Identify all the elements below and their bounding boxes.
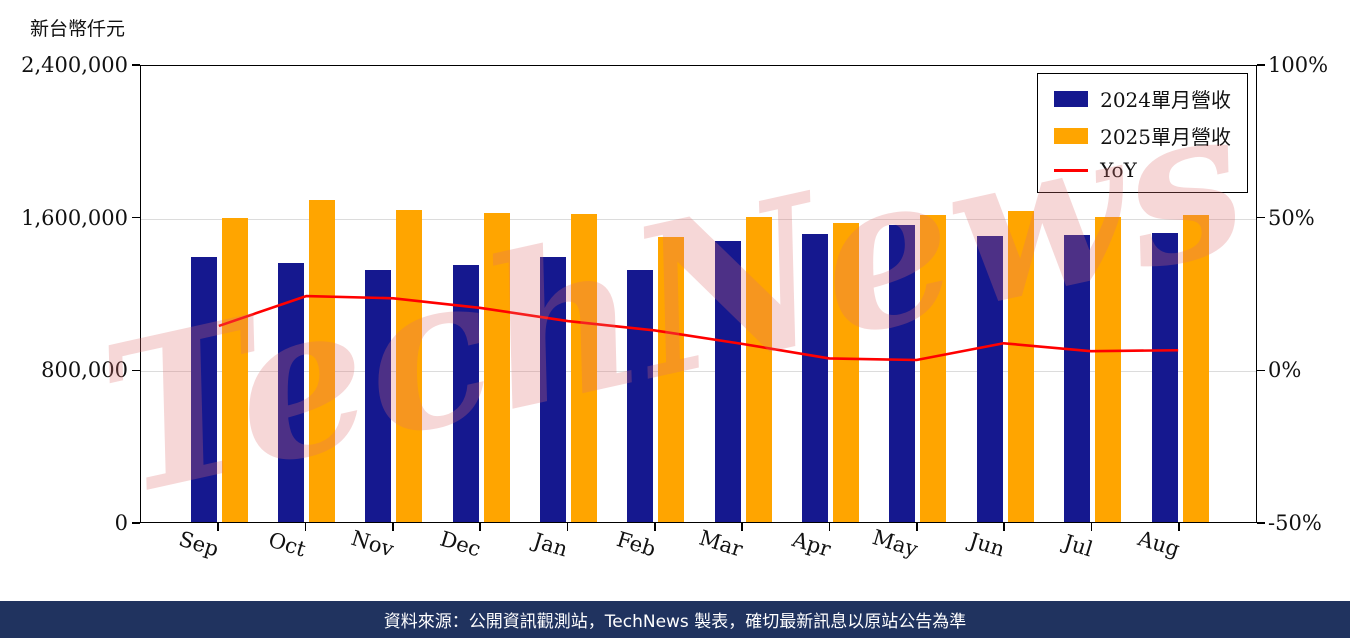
x-axis-tick-label: Jul — [1060, 530, 1096, 562]
month-bar-group — [190, 218, 248, 522]
legend-label-2025: 2025單月營收 — [1100, 125, 1231, 149]
left-axis-tick-label: 800,000 — [41, 358, 128, 383]
legend-swatch-yoy-line — [1054, 168, 1089, 172]
legend-item-yoy: YoY — [1054, 158, 1231, 182]
bar-Dec-2024 — [452, 265, 479, 522]
x-axis-tick-label: Feb — [613, 527, 659, 562]
bar-Jan-2024 — [539, 256, 566, 522]
x-axis-tick-mark — [566, 523, 569, 531]
right-axis-tick-label: -50% — [1268, 511, 1322, 535]
x-axis-tick-label: Jun — [966, 528, 1008, 562]
bar-May-2024 — [889, 225, 916, 522]
month-bar-group — [277, 200, 335, 522]
bar-Nov-2024 — [365, 269, 392, 522]
right-axis-tick-mark — [1257, 522, 1265, 524]
bar-Jan-2025 — [570, 214, 597, 522]
yoy-line — [218, 294, 1179, 362]
month-bar-group — [539, 214, 597, 522]
month-bar-group — [627, 237, 685, 522]
x-axis-tick-label: Nov — [348, 525, 397, 562]
right-axis-tick-mark — [1257, 369, 1265, 372]
left-axis-tick-label: 1,600,000 — [21, 205, 128, 230]
right-axis-tick-label: 50% — [1268, 205, 1315, 230]
gridline — [141, 218, 1256, 220]
left-axis-tick-mark — [132, 64, 140, 66]
x-axis-tick-mark — [1090, 523, 1093, 531]
x-axis-tick-label: May — [869, 525, 921, 562]
x-axis-tick-label: Oct — [266, 527, 309, 562]
legend-item-2024: 2024單月營收 — [1054, 84, 1231, 113]
bar-Jul-2025 — [1095, 217, 1122, 522]
x-axis-tick-label: Sep — [175, 526, 222, 562]
bar-Dec-2025 — [483, 212, 510, 522]
left-axis-tick-mark — [132, 522, 140, 524]
month-bar-group — [889, 215, 947, 522]
bar-May-2025 — [920, 215, 947, 522]
source-footer-text: 資料來源：公開資訊觀測站，TechNews 製表，確切最新訊息以原站公告為準 — [383, 612, 967, 632]
month-bar-group — [452, 212, 510, 522]
legend-item-2025: 2025單月營收 — [1054, 121, 1231, 150]
bar-Sep-2025 — [221, 218, 248, 522]
right-axis-tick-mark — [1257, 64, 1265, 66]
month-bar-group — [802, 223, 860, 522]
month-bar-group — [1151, 214, 1209, 522]
left-axis-tick-label: 0 — [114, 511, 128, 535]
month-bar-group — [365, 210, 423, 522]
bar-Jun-2024 — [976, 236, 1003, 522]
x-axis-tick-mark — [916, 523, 918, 531]
x-axis-tick-mark — [741, 523, 743, 531]
x-axis-tick-mark — [828, 523, 831, 531]
x-axis-tick-label: Apr — [789, 527, 834, 562]
bar-Oct-2024 — [277, 263, 304, 522]
x-axis-tick-mark — [391, 523, 394, 531]
bar-Feb-2025 — [658, 237, 685, 522]
month-bar-group — [714, 217, 772, 522]
x-axis-tick-label: Jan — [530, 528, 571, 562]
legend-swatch-2025-bar — [1054, 127, 1089, 144]
plot-area: 2024單月營收 2025單月營收 YoY — [140, 65, 1257, 523]
bar-Mar-2024 — [714, 241, 741, 522]
left-axis-tick-label: 2,400,000 — [21, 53, 128, 77]
source-footer: 資料來源：公開資訊觀測站，TechNews 製表，確切最新訊息以原站公告為準 — [0, 601, 1350, 638]
legend-label-2024: 2024單月營收 — [1100, 88, 1231, 112]
x-axis-tick-mark — [217, 523, 219, 531]
bar-Jun-2025 — [1007, 211, 1034, 522]
bar-Mar-2025 — [745, 217, 772, 522]
legend-swatch-2024-bar — [1054, 90, 1089, 107]
left-axis-tick-mark — [132, 369, 140, 372]
bar-Oct-2025 — [308, 200, 335, 522]
bar-Sep-2024 — [190, 256, 217, 522]
left-axis-unit-label: 新台幣仟元 — [30, 18, 126, 40]
bar-Nov-2025 — [396, 210, 423, 522]
bar-Apr-2024 — [802, 234, 829, 522]
x-axis-tick-mark — [304, 523, 307, 531]
bar-Jul-2024 — [1064, 235, 1091, 522]
x-axis-tick-mark — [654, 523, 656, 531]
bar-Aug-2024 — [1151, 233, 1178, 522]
x-axis-tick-label: Aug — [1135, 526, 1183, 562]
legend-label-yoy: YoY — [1100, 158, 1137, 182]
x-axis-tick-mark — [1003, 523, 1006, 531]
x-axis-tick-mark — [1178, 523, 1180, 531]
right-axis-tick-mark — [1257, 216, 1265, 219]
bar-Feb-2024 — [627, 270, 654, 522]
legend: 2024單月營收 2025單月營收 YoY — [1037, 73, 1248, 193]
left-axis-tick-mark — [132, 216, 140, 219]
x-axis-tick-label: Dec — [437, 526, 484, 562]
month-bar-group — [976, 211, 1034, 522]
right-axis-tick-label: 0% — [1268, 358, 1302, 383]
x-axis-tick-label: Mar — [696, 525, 746, 562]
month-bar-group — [1064, 217, 1122, 522]
bar-Apr-2025 — [833, 223, 860, 522]
right-axis-tick-label: 100% — [1268, 53, 1329, 77]
gridline — [141, 371, 1256, 373]
x-axis-tick-mark — [479, 523, 481, 531]
bar-Aug-2025 — [1182, 214, 1209, 522]
